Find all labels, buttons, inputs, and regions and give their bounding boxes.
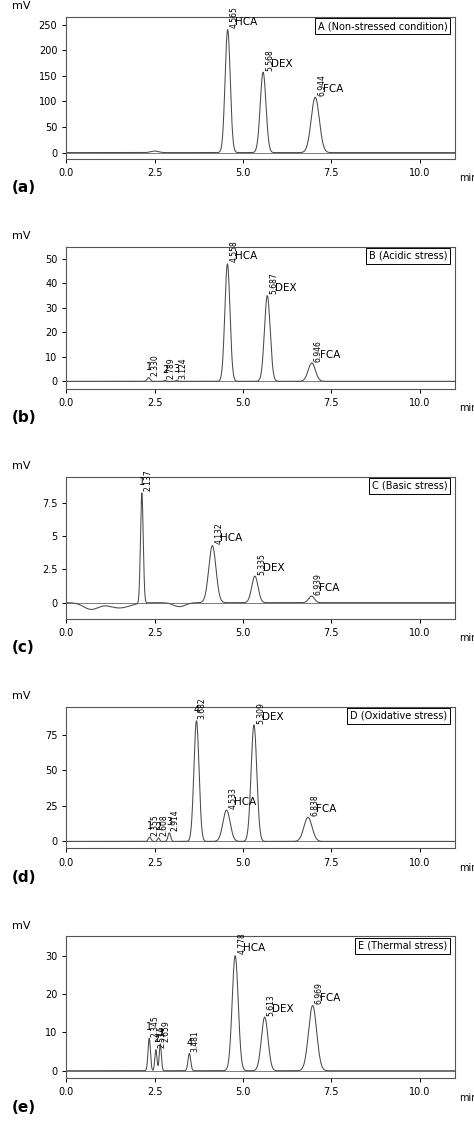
Text: DEX: DEX (273, 1004, 294, 1015)
Text: 4.132: 4.132 (214, 522, 223, 544)
Text: 1: 1 (146, 822, 153, 832)
Text: FCA: FCA (319, 583, 340, 593)
Text: mV: mV (12, 461, 30, 471)
Text: 1: 1 (139, 476, 145, 487)
Text: 2.355: 2.355 (151, 814, 160, 836)
Text: FCA: FCA (316, 805, 336, 815)
Text: FCA: FCA (319, 350, 340, 360)
Text: 6.939: 6.939 (314, 573, 323, 594)
Text: 6.944: 6.944 (318, 74, 327, 95)
Text: 1: 1 (146, 1022, 152, 1032)
Text: 2.608: 2.608 (160, 815, 169, 836)
Text: mV: mV (12, 920, 30, 930)
Text: min: min (459, 402, 474, 413)
Text: 5.568: 5.568 (265, 49, 274, 71)
Text: 2.345: 2.345 (151, 1015, 160, 1037)
Text: 4: 4 (193, 705, 200, 715)
Text: B (Acidic stress): B (Acidic stress) (369, 251, 447, 261)
Text: min: min (459, 173, 474, 183)
Text: 3.682: 3.682 (198, 697, 207, 720)
Text: 3: 3 (157, 1028, 164, 1038)
Text: (a): (a) (12, 180, 36, 195)
Text: HCA: HCA (234, 797, 256, 807)
Text: 1: 1 (146, 362, 152, 372)
Text: 2: 2 (153, 1034, 159, 1044)
Text: mV: mV (12, 691, 30, 701)
Text: 2: 2 (162, 364, 168, 374)
Text: HCA: HCA (235, 251, 257, 261)
Text: HCA: HCA (220, 532, 242, 543)
Text: min: min (459, 863, 474, 872)
Text: DEX: DEX (275, 282, 297, 293)
Text: min: min (459, 632, 474, 642)
Text: 5.335: 5.335 (257, 553, 266, 575)
Text: (d): (d) (12, 870, 36, 884)
Text: mV: mV (12, 231, 30, 241)
Text: 2.914: 2.914 (171, 809, 180, 832)
Text: (b): (b) (12, 410, 36, 425)
Text: HCA: HCA (236, 17, 258, 27)
Text: mV: mV (12, 1, 30, 11)
Text: 3.124: 3.124 (178, 358, 187, 379)
Text: A (Non-stressed condition): A (Non-stressed condition) (318, 21, 447, 31)
Text: D (Oxidative stress): D (Oxidative stress) (350, 711, 447, 721)
Text: 6.838: 6.838 (310, 794, 319, 816)
Text: 2.330: 2.330 (150, 354, 159, 377)
Text: min: min (459, 1093, 474, 1103)
Text: DEX: DEX (263, 563, 284, 573)
Text: 4.565: 4.565 (230, 7, 239, 28)
Text: 4.533: 4.533 (228, 787, 237, 808)
Text: E (Thermal stress): E (Thermal stress) (358, 941, 447, 951)
Text: (c): (c) (12, 640, 35, 655)
Text: HCA: HCA (243, 943, 265, 953)
Text: 4: 4 (186, 1038, 192, 1048)
Text: 2.659: 2.659 (162, 1021, 171, 1043)
Text: 2: 2 (155, 822, 162, 832)
Text: 6.969: 6.969 (315, 982, 324, 1004)
Text: C (Basic stress): C (Basic stress) (372, 481, 447, 491)
Text: 3.481: 3.481 (191, 1030, 200, 1051)
Text: 6.946: 6.946 (314, 340, 323, 362)
Text: 4.778: 4.778 (237, 933, 246, 954)
Text: 3: 3 (166, 817, 173, 827)
Text: (e): (e) (12, 1100, 36, 1114)
Text: 2.137: 2.137 (143, 470, 152, 491)
Text: FCA: FCA (323, 84, 343, 94)
Text: 3: 3 (173, 364, 180, 374)
Text: 2.789: 2.789 (166, 358, 175, 379)
Text: DEX: DEX (271, 59, 292, 70)
Text: 5.687: 5.687 (269, 272, 278, 294)
Text: DEX: DEX (262, 712, 283, 722)
Text: 4.558: 4.558 (229, 241, 238, 262)
Text: 5.613: 5.613 (267, 994, 276, 1016)
Text: 2.534: 2.534 (157, 1027, 166, 1048)
Text: FCA: FCA (320, 993, 341, 1002)
Text: 5.309: 5.309 (256, 702, 265, 723)
